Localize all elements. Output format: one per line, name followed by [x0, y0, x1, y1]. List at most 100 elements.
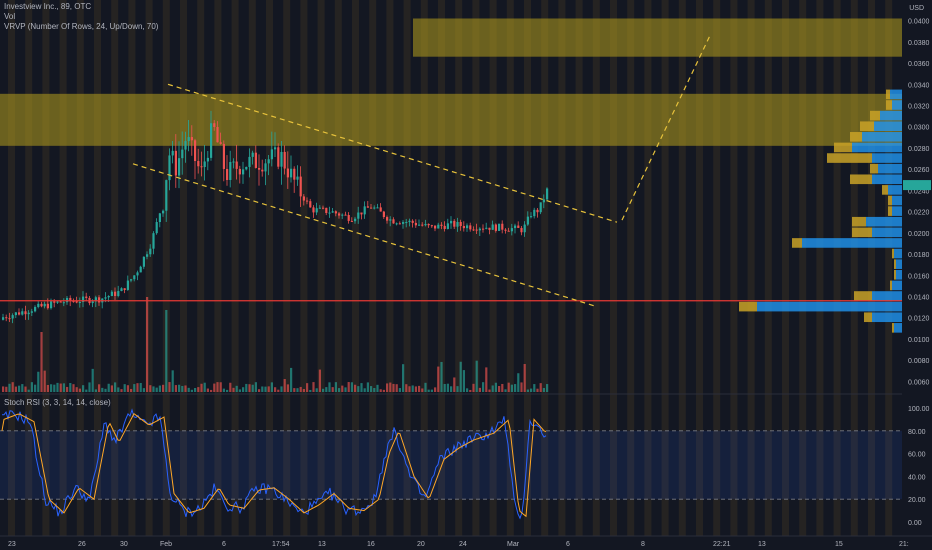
time-tick-label: Mar — [507, 541, 520, 548]
volume-bar — [392, 383, 395, 392]
volume-bar — [197, 387, 200, 392]
volume-bar — [386, 383, 389, 392]
candle-down — [40, 303, 43, 307]
volume-bar — [286, 384, 289, 392]
candle-down — [98, 297, 101, 303]
drawing-lines[interactable] — [0, 35, 902, 307]
session-stripe — [575, 0, 583, 536]
session-stripe — [610, 0, 617, 536]
symbol-legend[interactable]: Investview Inc., 89, OTC — [4, 2, 92, 11]
volume-bar — [14, 386, 17, 392]
price-tick-label: 0.0200 — [908, 231, 930, 238]
candle-down — [277, 147, 280, 167]
volume-bar — [405, 384, 408, 392]
volume-bar — [427, 389, 430, 392]
stoch-rsi-legend[interactable]: Stoch RSI (3, 3, 14, 14, close) — [4, 398, 111, 407]
candle-down — [440, 224, 443, 226]
session-stripe — [369, 0, 377, 536]
volume-bar — [34, 384, 37, 392]
candle-down — [427, 223, 430, 226]
candle-up — [514, 225, 517, 229]
profile-bar-up — [894, 323, 902, 333]
profile-bar-down — [886, 100, 892, 110]
candle-up — [466, 225, 469, 229]
candle-up — [510, 228, 513, 232]
volume-bar — [162, 384, 165, 392]
volume-bar — [24, 386, 27, 392]
profile-bar-up — [872, 312, 902, 323]
candle-up — [165, 180, 168, 211]
vrvp-legend[interactable]: VRVP (Number Of Rows, 24, Up/Down, 70) — [4, 22, 159, 31]
session-stripe — [558, 0, 566, 536]
stoch-tick-label: 20.00 — [908, 497, 926, 504]
last-price-badge — [903, 180, 931, 191]
time-axis[interactable]: 23 26 30 Feb 6 17:54 13 16 20 24 Mar 6 8 22:21 13 15 21: — [0, 535, 932, 548]
price-candles[interactable] — [2, 110, 549, 324]
volume-bar — [485, 367, 488, 392]
time-tick-label: 22:21 — [713, 541, 731, 548]
volume-bar — [542, 388, 545, 392]
session-stripe — [592, 0, 600, 536]
volume-legend[interactable]: Vol — [4, 12, 16, 21]
candle-up — [187, 137, 190, 142]
price-tick-label: 0.0260 — [908, 167, 930, 174]
session-stripe — [455, 0, 463, 536]
candle-down — [507, 230, 510, 232]
candle-down — [472, 229, 475, 231]
volume-bar — [187, 387, 190, 392]
session-stripe — [59, 0, 67, 536]
volume-bar — [398, 388, 401, 392]
volume-bar — [526, 389, 529, 392]
candle-down — [213, 123, 216, 128]
candle-up — [485, 227, 488, 229]
price-tick-label: 0.0140 — [908, 295, 930, 302]
candle-up — [152, 233, 155, 249]
candle-down — [488, 227, 491, 230]
volume-bar — [110, 385, 113, 392]
candle-down — [194, 140, 197, 162]
volume-bar — [354, 384, 357, 392]
volume-bar — [94, 389, 97, 392]
volume-bar — [158, 385, 161, 392]
time-tick-label: 30 — [120, 541, 128, 548]
candle-up — [56, 301, 59, 303]
session-stripe — [438, 0, 445, 536]
volume-bar — [430, 389, 433, 392]
candle-down — [200, 166, 203, 168]
session-stripe — [747, 0, 755, 536]
stoch-rsi-pane — [0, 393, 902, 520]
profile-bar-up — [872, 174, 902, 185]
profile-bar-up — [892, 206, 902, 216]
time-tick-label: 13 — [318, 541, 326, 548]
candle-up — [149, 248, 152, 255]
volume-bar — [245, 383, 248, 392]
volume-bar — [280, 386, 283, 392]
candle-up — [91, 301, 94, 304]
candle-up — [526, 216, 529, 225]
time-tick-label: 17:54 — [272, 541, 290, 548]
volume-bar — [174, 385, 177, 392]
volume-bar — [491, 385, 494, 392]
volume-bar — [318, 369, 321, 392]
candle-down — [254, 152, 257, 168]
volume-bar — [5, 386, 8, 392]
candle-down — [226, 168, 229, 181]
time-tick-label: Feb — [160, 541, 172, 548]
time-tick-label: 21: — [899, 541, 909, 548]
candle-down — [360, 212, 363, 215]
candle-up — [354, 218, 357, 222]
volume-bar — [50, 384, 53, 392]
volume-bar — [341, 385, 344, 392]
session-stripe — [266, 0, 273, 536]
candle-down — [235, 161, 238, 169]
volume-bar — [459, 361, 462, 392]
candle-up — [162, 210, 165, 214]
price-axis[interactable]: 0.0400 0.0380 0.0360 0.0340 0.0320 0.0300 0.02… — [902, 0, 932, 550]
volume-bar — [418, 385, 421, 392]
currency-label: USD — [909, 5, 924, 12]
session-stripe — [334, 0, 342, 536]
volume-bar — [178, 384, 181, 392]
candle-up — [478, 228, 481, 231]
profile-bar-down — [886, 89, 890, 100]
